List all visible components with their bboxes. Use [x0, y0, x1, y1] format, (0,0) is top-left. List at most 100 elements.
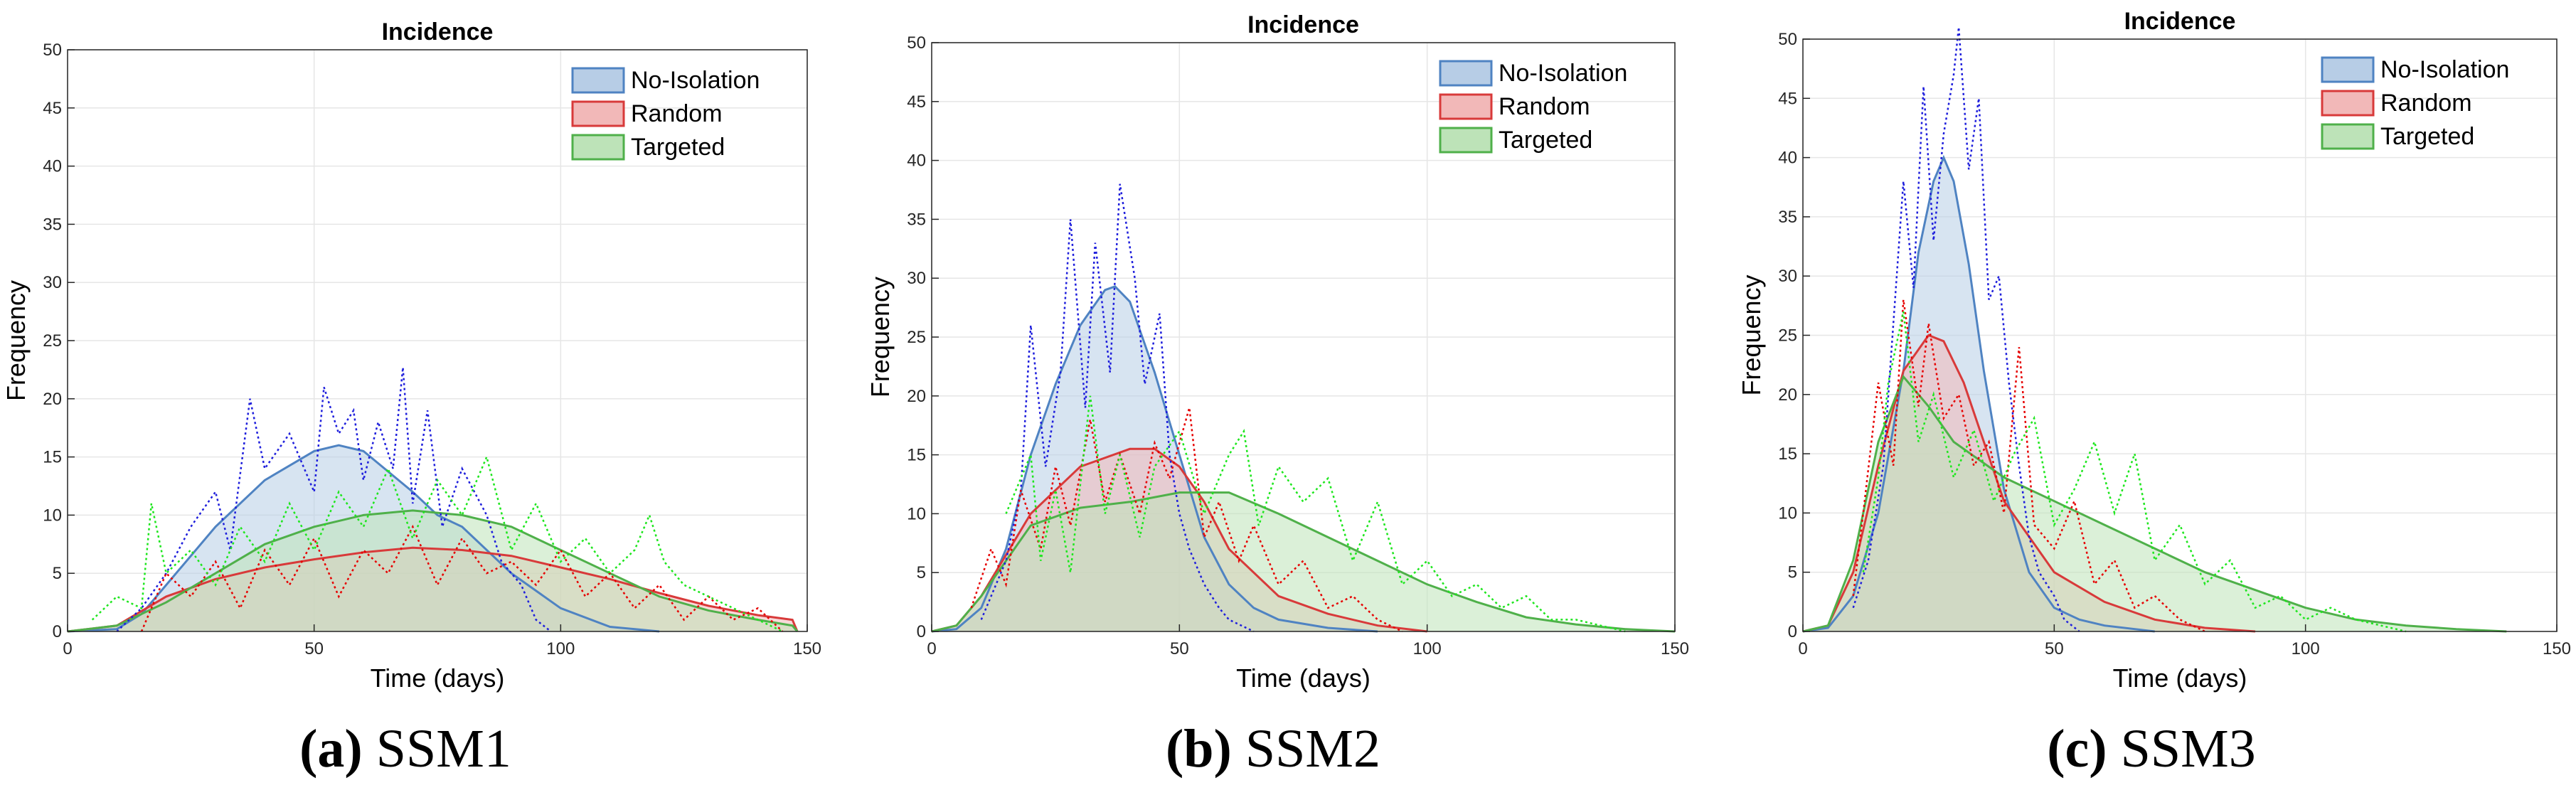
caption-ssm3: (c) SSM3 [1735, 718, 2567, 780]
tick-label-y: 25 [1778, 326, 1797, 346]
tick-label-y: 40 [43, 157, 62, 176]
tick-label-y: 10 [1778, 503, 1797, 523]
legend-label-random: Random [631, 100, 723, 127]
mean-line-no-isolation [1802, 154, 2155, 633]
sample-line-no-isolation [980, 183, 1255, 633]
tick-label-x: 0 [1798, 639, 1807, 658]
legend-label-random: Random [2380, 90, 2472, 117]
tick-label-y: 10 [907, 504, 926, 523]
tick-label-y: 15 [1778, 444, 1797, 464]
caption-ssm1: (a) SSM1 [0, 718, 811, 780]
mean-line-targeted [1802, 374, 2507, 633]
caption-name: SSM2 [1245, 719, 1380, 779]
tick-label-x: 150 [793, 639, 821, 658]
legend-swatch-random [1439, 93, 1493, 120]
tick-label-x: 150 [2543, 639, 2571, 658]
tick-label-y: 30 [1778, 267, 1797, 286]
legend-swatch-targeted [1439, 127, 1493, 154]
sample-line-random [1852, 299, 2205, 633]
tick-label-y: 45 [1778, 89, 1797, 108]
tick-label-y: 25 [907, 328, 926, 347]
tick-label-x: 100 [2292, 639, 2320, 658]
tick-label-x: 100 [546, 639, 575, 658]
caption-ssm2: (b) SSM2 [864, 718, 1682, 780]
panel-ssm2: 0 5 10 15 20 25 30 35 40 45 50 0 50 100 150 Incidence Ti… [864, 0, 1689, 795]
tick-label-y: 30 [43, 273, 62, 292]
legend-swatch-targeted [2321, 123, 2375, 150]
tick-label-y: 20 [1778, 385, 1797, 405]
y-axis-label: Frequency [1, 280, 31, 401]
tick-label-y: 5 [917, 563, 926, 582]
tick-label-y: 5 [1788, 563, 1797, 582]
mean-line-random [931, 447, 1427, 633]
legend-label-no-isolation: No-Isolation [2380, 56, 2509, 83]
legend-label-random: Random [1499, 93, 1590, 120]
mean-line-targeted [67, 509, 799, 633]
legend-label-targeted: Targeted [1499, 127, 1592, 154]
tick-label-y: 45 [907, 92, 926, 112]
tick-label-y: 0 [917, 622, 926, 641]
incidence-chart-ssm2: 0 5 10 15 20 25 30 35 40 45 50 0 50 100 150 Incidence Ti… [866, 11, 1689, 693]
tick-label-x: 100 [1413, 639, 1442, 658]
legend-label-no-isolation: No-Isolation [1499, 60, 1627, 87]
tick-label-y: 5 [53, 564, 62, 583]
caption-label: (a) [299, 719, 363, 779]
tick-label-y: 50 [907, 33, 926, 53]
tick-label-y: 30 [907, 269, 926, 288]
chart-title: Incidence [1247, 11, 1359, 38]
chart-title: Incidence [382, 18, 494, 46]
mean-line-no-isolation [931, 285, 1378, 633]
y-axis-label: Frequency [1737, 274, 1766, 395]
legend-swatch-targeted [571, 134, 625, 161]
tick-label-y: 20 [907, 387, 926, 406]
tick-label-y: 40 [1778, 149, 1797, 168]
x-axis-label: Time (days) [1236, 663, 1371, 693]
caption-name: SSM3 [2120, 719, 2256, 779]
tick-label-y: 0 [53, 622, 62, 641]
incidence-chart-ssm3: 0 5 10 15 20 25 30 35 40 45 50 0 50 100 150 Incidence Ti… [1737, 8, 2571, 693]
chart-title: Incidence [2124, 8, 2236, 35]
legend-label-targeted: Targeted [631, 134, 725, 161]
panel-ssm3: 0 5 10 15 20 25 30 35 40 45 50 0 50 100 150 Incidence Ti… [1735, 0, 2571, 795]
legend-label-no-isolation: No-Isolation [631, 67, 760, 94]
tick-label-y: 15 [43, 448, 62, 467]
sample-line-targeted [1862, 311, 2407, 633]
tick-label-y: 10 [43, 506, 62, 525]
tick-label-x: 50 [2045, 639, 2064, 658]
tick-label-y: 35 [43, 215, 62, 234]
area-targeted [1803, 376, 2507, 631]
mean-line-random [1802, 334, 2256, 633]
tick-label-y: 45 [43, 99, 62, 118]
legend-swatch-no-isolation [2321, 56, 2375, 83]
tick-label-y: 50 [1778, 30, 1797, 49]
caption-label: (b) [1165, 719, 1232, 779]
tick-label-x: 50 [1170, 639, 1189, 658]
panel-ssm1: 0 5 10 15 20 25 30 35 40 45 50 0 50 100 150 Incidence Ti… [0, 0, 821, 795]
sample-line-random [970, 407, 1403, 633]
legend-swatch-no-isolation [1439, 60, 1493, 87]
legend-swatch-random [571, 100, 625, 127]
tick-label-y: 50 [43, 41, 62, 60]
tick-label-x: 0 [927, 639, 936, 658]
caption-name: SSM1 [376, 719, 511, 779]
tick-label-x: 150 [1661, 639, 1689, 658]
legend-label-targeted: Targeted [2380, 123, 2474, 150]
tick-label-y: 35 [1778, 208, 1797, 227]
x-axis-label: Time (days) [2113, 663, 2247, 693]
legend-swatch-random [2321, 90, 2375, 117]
tick-label-x: 50 [304, 639, 324, 658]
mean-line-targeted [931, 491, 1676, 633]
tick-label-y: 20 [43, 390, 62, 409]
sample-line-targeted [1005, 395, 1626, 633]
legend-swatch-no-isolation [571, 67, 625, 94]
tick-label-y: 35 [907, 210, 926, 229]
tick-label-x: 0 [63, 639, 72, 658]
tick-label-y: 40 [907, 151, 926, 171]
sample-line-no-isolation [1852, 27, 2080, 632]
area-targeted [68, 510, 798, 631]
tick-label-y: 0 [1788, 622, 1797, 641]
incidence-chart-ssm1: 0 5 10 15 20 25 30 35 40 45 50 0 50 100 150 Incidence Ti… [1, 18, 821, 693]
caption-label: (c) [2047, 719, 2107, 779]
y-axis-label: Frequency [866, 277, 895, 398]
